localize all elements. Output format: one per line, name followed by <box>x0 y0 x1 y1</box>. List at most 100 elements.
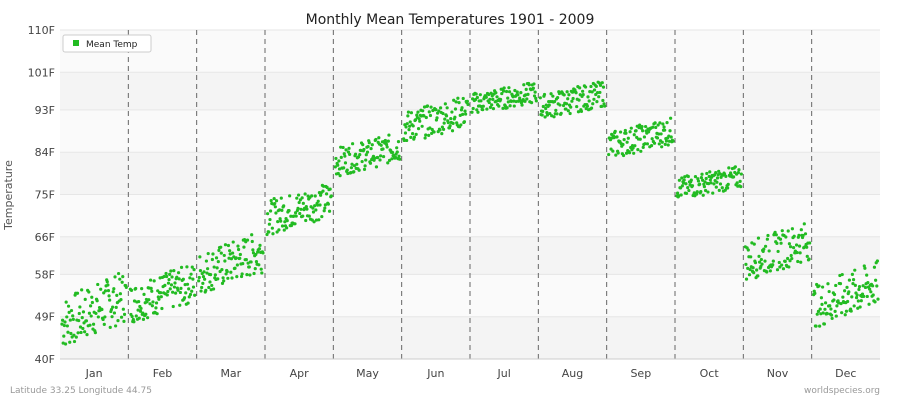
data-point <box>95 299 99 303</box>
data-point <box>144 312 148 316</box>
legend-label: Mean Temp <box>86 40 138 50</box>
data-point <box>148 278 153 282</box>
data-point <box>816 309 821 313</box>
data-point <box>226 243 231 248</box>
data-point <box>516 93 520 97</box>
data-point <box>551 94 555 98</box>
data-point <box>541 109 545 113</box>
data-point <box>101 317 105 322</box>
data-point <box>571 96 575 101</box>
data-point <box>485 107 489 111</box>
data-point <box>116 319 120 323</box>
data-point <box>134 314 138 318</box>
data-point <box>869 290 873 294</box>
data-point <box>479 99 483 103</box>
data-point <box>753 261 758 265</box>
data-point <box>840 311 844 315</box>
data-point <box>207 285 211 290</box>
data-point <box>776 249 780 254</box>
data-point <box>534 96 538 101</box>
x-axis-ticks: Jan Feb Mar Apr May Jun Jul Aug Sep Oct Nov Dec <box>60 358 880 380</box>
data-point <box>318 203 322 207</box>
data-point <box>285 226 289 230</box>
data-point <box>203 277 207 281</box>
data-point <box>434 108 438 112</box>
data-point <box>77 311 81 316</box>
data-point <box>576 110 581 114</box>
data-point <box>336 163 340 167</box>
data-point <box>506 96 510 100</box>
data-point <box>71 314 75 318</box>
data-point <box>718 182 723 186</box>
data-point <box>495 95 499 99</box>
data-point <box>665 121 669 125</box>
data-point <box>191 285 196 289</box>
data-point <box>614 153 618 157</box>
data-point <box>818 324 822 328</box>
data-point <box>277 208 282 212</box>
data-point <box>245 238 250 242</box>
data-point <box>280 224 285 228</box>
data-point <box>206 252 210 256</box>
data-point <box>350 162 354 166</box>
data-point <box>799 260 803 264</box>
data-point <box>254 260 259 264</box>
data-point <box>852 304 856 308</box>
data-point <box>99 287 103 291</box>
data-point <box>68 318 72 322</box>
data-point <box>211 287 216 291</box>
data-point <box>395 150 399 154</box>
data-point <box>545 113 550 117</box>
data-point <box>221 276 225 280</box>
data-point <box>408 120 412 124</box>
data-point <box>405 122 409 126</box>
data-point <box>313 204 317 208</box>
data-point <box>72 333 76 337</box>
data-point <box>358 152 362 157</box>
data-point <box>439 106 443 110</box>
data-point <box>257 247 262 251</box>
data-point <box>720 186 724 190</box>
data-point <box>481 104 485 108</box>
data-point <box>555 112 559 116</box>
data-point <box>377 136 381 140</box>
data-point <box>252 271 256 276</box>
data-point <box>862 294 866 299</box>
data-point <box>414 132 418 136</box>
data-point <box>471 106 475 111</box>
data-point <box>500 91 504 96</box>
data-point <box>137 316 141 320</box>
data-point <box>274 211 278 215</box>
data-point <box>464 112 468 116</box>
data-point <box>366 144 370 149</box>
data-point <box>827 289 831 294</box>
data-point <box>450 129 455 133</box>
data-point <box>78 325 83 329</box>
data-point <box>843 289 847 293</box>
data-point <box>106 283 110 287</box>
data-point <box>562 93 566 97</box>
data-point <box>193 293 197 297</box>
data-point <box>823 301 828 305</box>
data-point <box>825 312 829 316</box>
data-point <box>357 168 361 172</box>
data-point <box>217 248 221 252</box>
data-point <box>484 95 488 99</box>
data-point <box>629 126 633 130</box>
data-point <box>851 281 855 286</box>
data-point <box>786 229 790 233</box>
data-point <box>166 289 170 294</box>
data-point <box>122 312 127 316</box>
data-point <box>689 178 693 182</box>
data-point <box>105 280 109 284</box>
data-point <box>739 185 743 189</box>
data-point <box>475 108 479 112</box>
data-point <box>88 323 92 327</box>
data-point <box>735 181 739 185</box>
data-point <box>701 178 705 182</box>
data-point <box>558 103 562 107</box>
data-point <box>865 273 869 277</box>
data-point <box>79 330 83 335</box>
data-point <box>435 116 439 120</box>
data-point <box>374 165 379 169</box>
